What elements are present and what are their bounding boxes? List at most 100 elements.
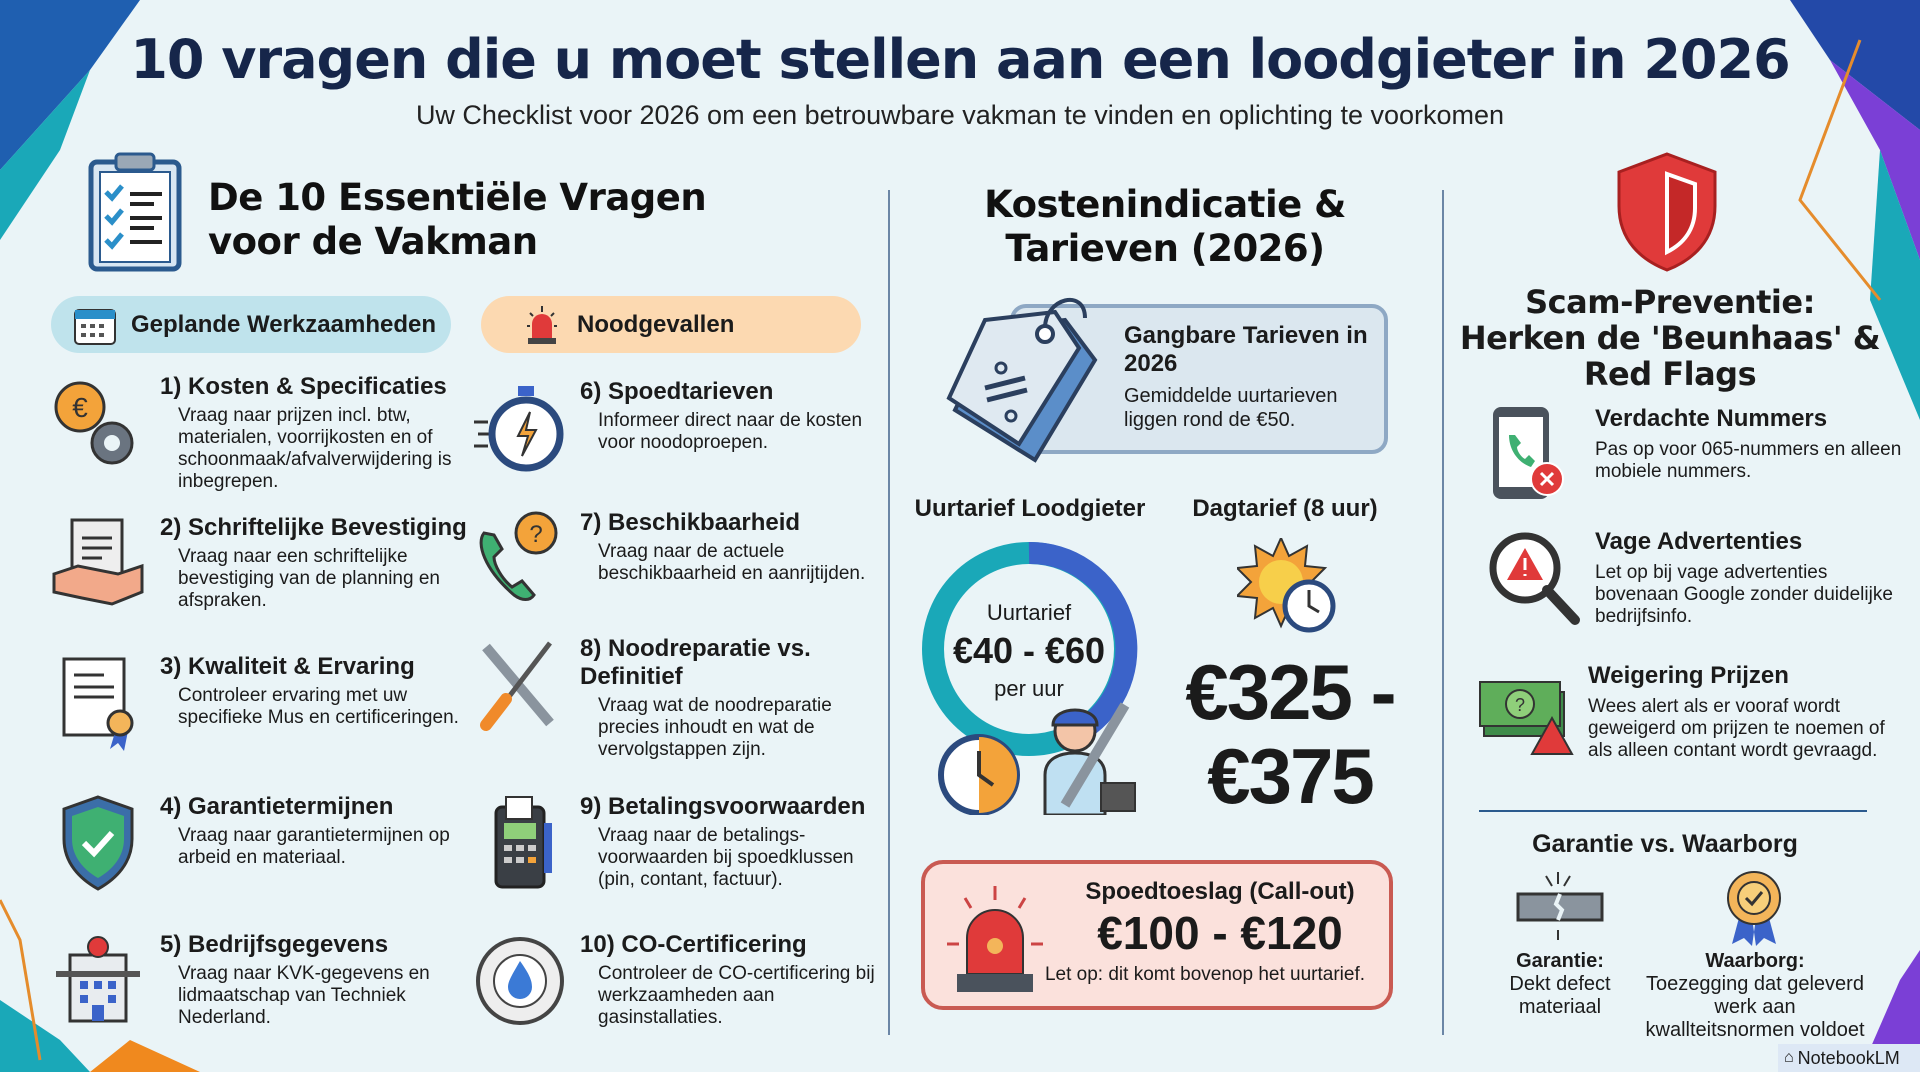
daily-rate-min: €325 - [1185,648,1396,736]
hourly-rate-unit: per uur [994,676,1064,701]
payment-terminal-icon [494,796,552,889]
question-item: 2) Schriftelijke Bevestiging Vraag naar e… [50,514,467,614]
scam-heading: Scam-Preventie: Herken de 'Beunhaas' & R… [1450,284,1890,392]
magnifier-warning-icon [1489,532,1580,625]
tools-icon [480,641,554,731]
siren-icon [527,305,557,344]
question-item: € 1) Kosten & Specificaties Vraag naar pr… [50,373,460,493]
question-desc: Vraag naar garantietermijnen op arbeid e… [178,825,450,868]
daily-rate-label: Dagtarief (8 uur) [1192,495,1378,522]
siren-icon [947,886,1043,992]
questions-heading-line2: voor de Vakman [208,220,538,263]
award-badge-icon [1727,871,1781,946]
question-title: 7) Beschikbaarheid [580,509,801,536]
questions-heading: De 10 Essentiële Vragen voor de Vakman [208,176,707,264]
money-warning-icon: ? [1479,681,1574,755]
certificate-icon [62,657,134,751]
question-title: 10) CO-Certificering [580,931,807,958]
question-desc: Vraag naar KVK-gegevens en lidmaatschap … [178,963,430,1028]
red-shield-icon [1617,152,1717,272]
emergency-label: Noodgevallen [577,310,735,338]
daily-rate-max: €375 [1207,732,1375,820]
question-title: 5) Bedrijfsgegevens [160,931,389,958]
plumber-icon [1043,702,1136,815]
callout-value: €100 - €120 [1097,907,1343,959]
waarborg-block: Waarborg: Toezegging dat geleverd werk a… [1640,950,1870,1042]
clipboard-checklist-icon [88,152,182,272]
question-desc: Vraag naar prijzen incl. btw, materialen… [178,405,452,492]
calendar-icon [74,308,116,345]
scam-heading-line3: Red Flags [1583,355,1757,393]
planned-work-label: Geplande Werkzaamheden [131,310,436,338]
notebooklm-badge: ⌂ NotebookLM [1778,1044,1920,1072]
question-item: 4) Garantietermijnen Vraag naar garantiet… [50,793,460,893]
callout-note: Let op: dit komt bovenop het uurtarief. [1044,964,1366,985]
stopwatch-icon [474,386,564,472]
question-title: 3) Kwaliteit & Ervaring [160,653,415,680]
shield-check-icon [62,795,134,891]
scam-heading-line1: Scam-Preventie: [1525,283,1815,321]
hourly-donut [922,541,1138,815]
red-flag-desc: Wees alert als er vooraf wordt geweigerd… [1588,696,1885,761]
building-icon [56,936,140,1023]
costs-heading-line1: Kostenindicatie & [984,183,1346,226]
question-desc: Informeer direct naar de kosten voor noo… [598,410,863,453]
compare-title: Garantie vs. Waarborg [1532,830,1798,858]
red-flag-title: Vage Advertenties [1595,528,1803,555]
svg-text:?: ? [529,521,542,548]
question-title: 1) Kosten & Specificaties [160,373,447,400]
svg-text:€: € [72,392,88,423]
red-flag-desc: Let op bij vage advertenties bovenaan Go… [1595,562,1893,627]
column-divider [1442,190,1444,1035]
emergency-pill: Noodgevallen [481,296,861,353]
question-item: 6) Spoedtarieven Informeer direct naar de… [470,378,880,478]
garantie-block: Garantie: Dekt defect materiaal [1490,950,1630,1019]
costs-heading-line2: Tarieven (2026) [1005,227,1325,270]
red-flag-item: Vage Advertenties Let op bij vage adverte… [1485,528,1905,628]
hourly-rate-value: €40 - €60 [952,630,1106,671]
scam-heading-line2: Herken de 'Beunhaas' & [1459,319,1881,357]
rates-box-title: Gangbare Tarieven in 2026 [1124,322,1368,377]
column-divider [888,190,890,1035]
questions-heading-line1: De 10 Essentiële Vragen [208,176,707,219]
garantie-label: Garantie: [1516,950,1604,972]
question-desc: Controleer ervaring met uw specifieke Mu… [178,685,459,728]
planned-work-pill: Geplande Werkzaamheden [51,296,451,353]
hourly-rate-label: Uurtarief Loodgieter [914,495,1146,522]
rates-box-desc: Gemiddelde uurtarieven liggen rond de €5… [1124,385,1338,431]
question-item: 3) Kwaliteit & Ervaring Controleer ervari… [50,653,460,753]
section-divider [1479,810,1867,812]
hourly-donut-text: Uurtarief €40 - €60 per uur [929,600,1129,702]
question-title: 4) Garantietermijnen [160,793,394,820]
daily-rate-value: €325 - €375 [1150,650,1430,818]
red-flag-item: ? Weigering Prijzen Wees alert als er voo… [1478,662,1908,762]
question-item: 10) CO-Certificering Controleer de CO-cer… [470,931,890,1031]
gas-safety-seal-icon [476,937,564,1025]
red-flag-title: Verdachte Nummers [1595,405,1828,432]
question-desc: Vraag naar de betalings-voorwaarden bij … [598,825,854,890]
broken-pipe-icon [1516,872,1604,940]
question-item: 9) Betalingsvoorwaarden Vraag naar de bet… [470,793,890,893]
page-subtitle: Uw Checklist voor 2026 om een betrouwbar… [415,100,1505,130]
question-title: 8) Noodreparatie vs. Definitief [580,635,811,690]
hourly-inner-label: Uurtarief [986,600,1072,625]
question-desc: Vraag naar de actuele beschikbaarheid en… [598,541,866,584]
waarborg-desc: Toezegging dat geleverd werk aan kwallte… [1645,973,1865,1041]
callout-box: Spoedtoeslag (Call-out) €100 - €120 Let … [921,860,1393,1010]
red-flag-desc: Pas op voor 065-nummers en alleen mobiel… [1595,439,1902,482]
garantie-desc: Dekt defect materiaal [1509,973,1611,1018]
question-item: ? 7) Beschikbaarheid Vraag naar de actuel… [470,509,890,609]
question-title: 6) Spoedtarieven [580,378,774,405]
waarborg-label: Waarborg: [1705,950,1805,972]
question-desc: Vraag naar een schriftelijke bevestiging… [178,546,440,611]
costs-heading: Kostenindicatie & Tarieven (2026) [900,183,1430,271]
page-title: 10 vragen die u moet stellen aan een loo… [130,28,1790,91]
euro-gear-icon: € [54,381,134,465]
question-title: 9) Betalingsvoorwaarden [580,793,866,820]
red-flag-item: Verdachte Nummers Pas op voor 065-nummers… [1485,405,1905,501]
notebooklm-logo-icon: ⌂ [1784,1049,1794,1066]
callout-title: Spoedtoeslag (Call-out) [1085,878,1355,905]
price-tag-icon [946,298,1098,463]
question-desc: Vraag wat de noodreparatie precies inhou… [598,695,832,760]
